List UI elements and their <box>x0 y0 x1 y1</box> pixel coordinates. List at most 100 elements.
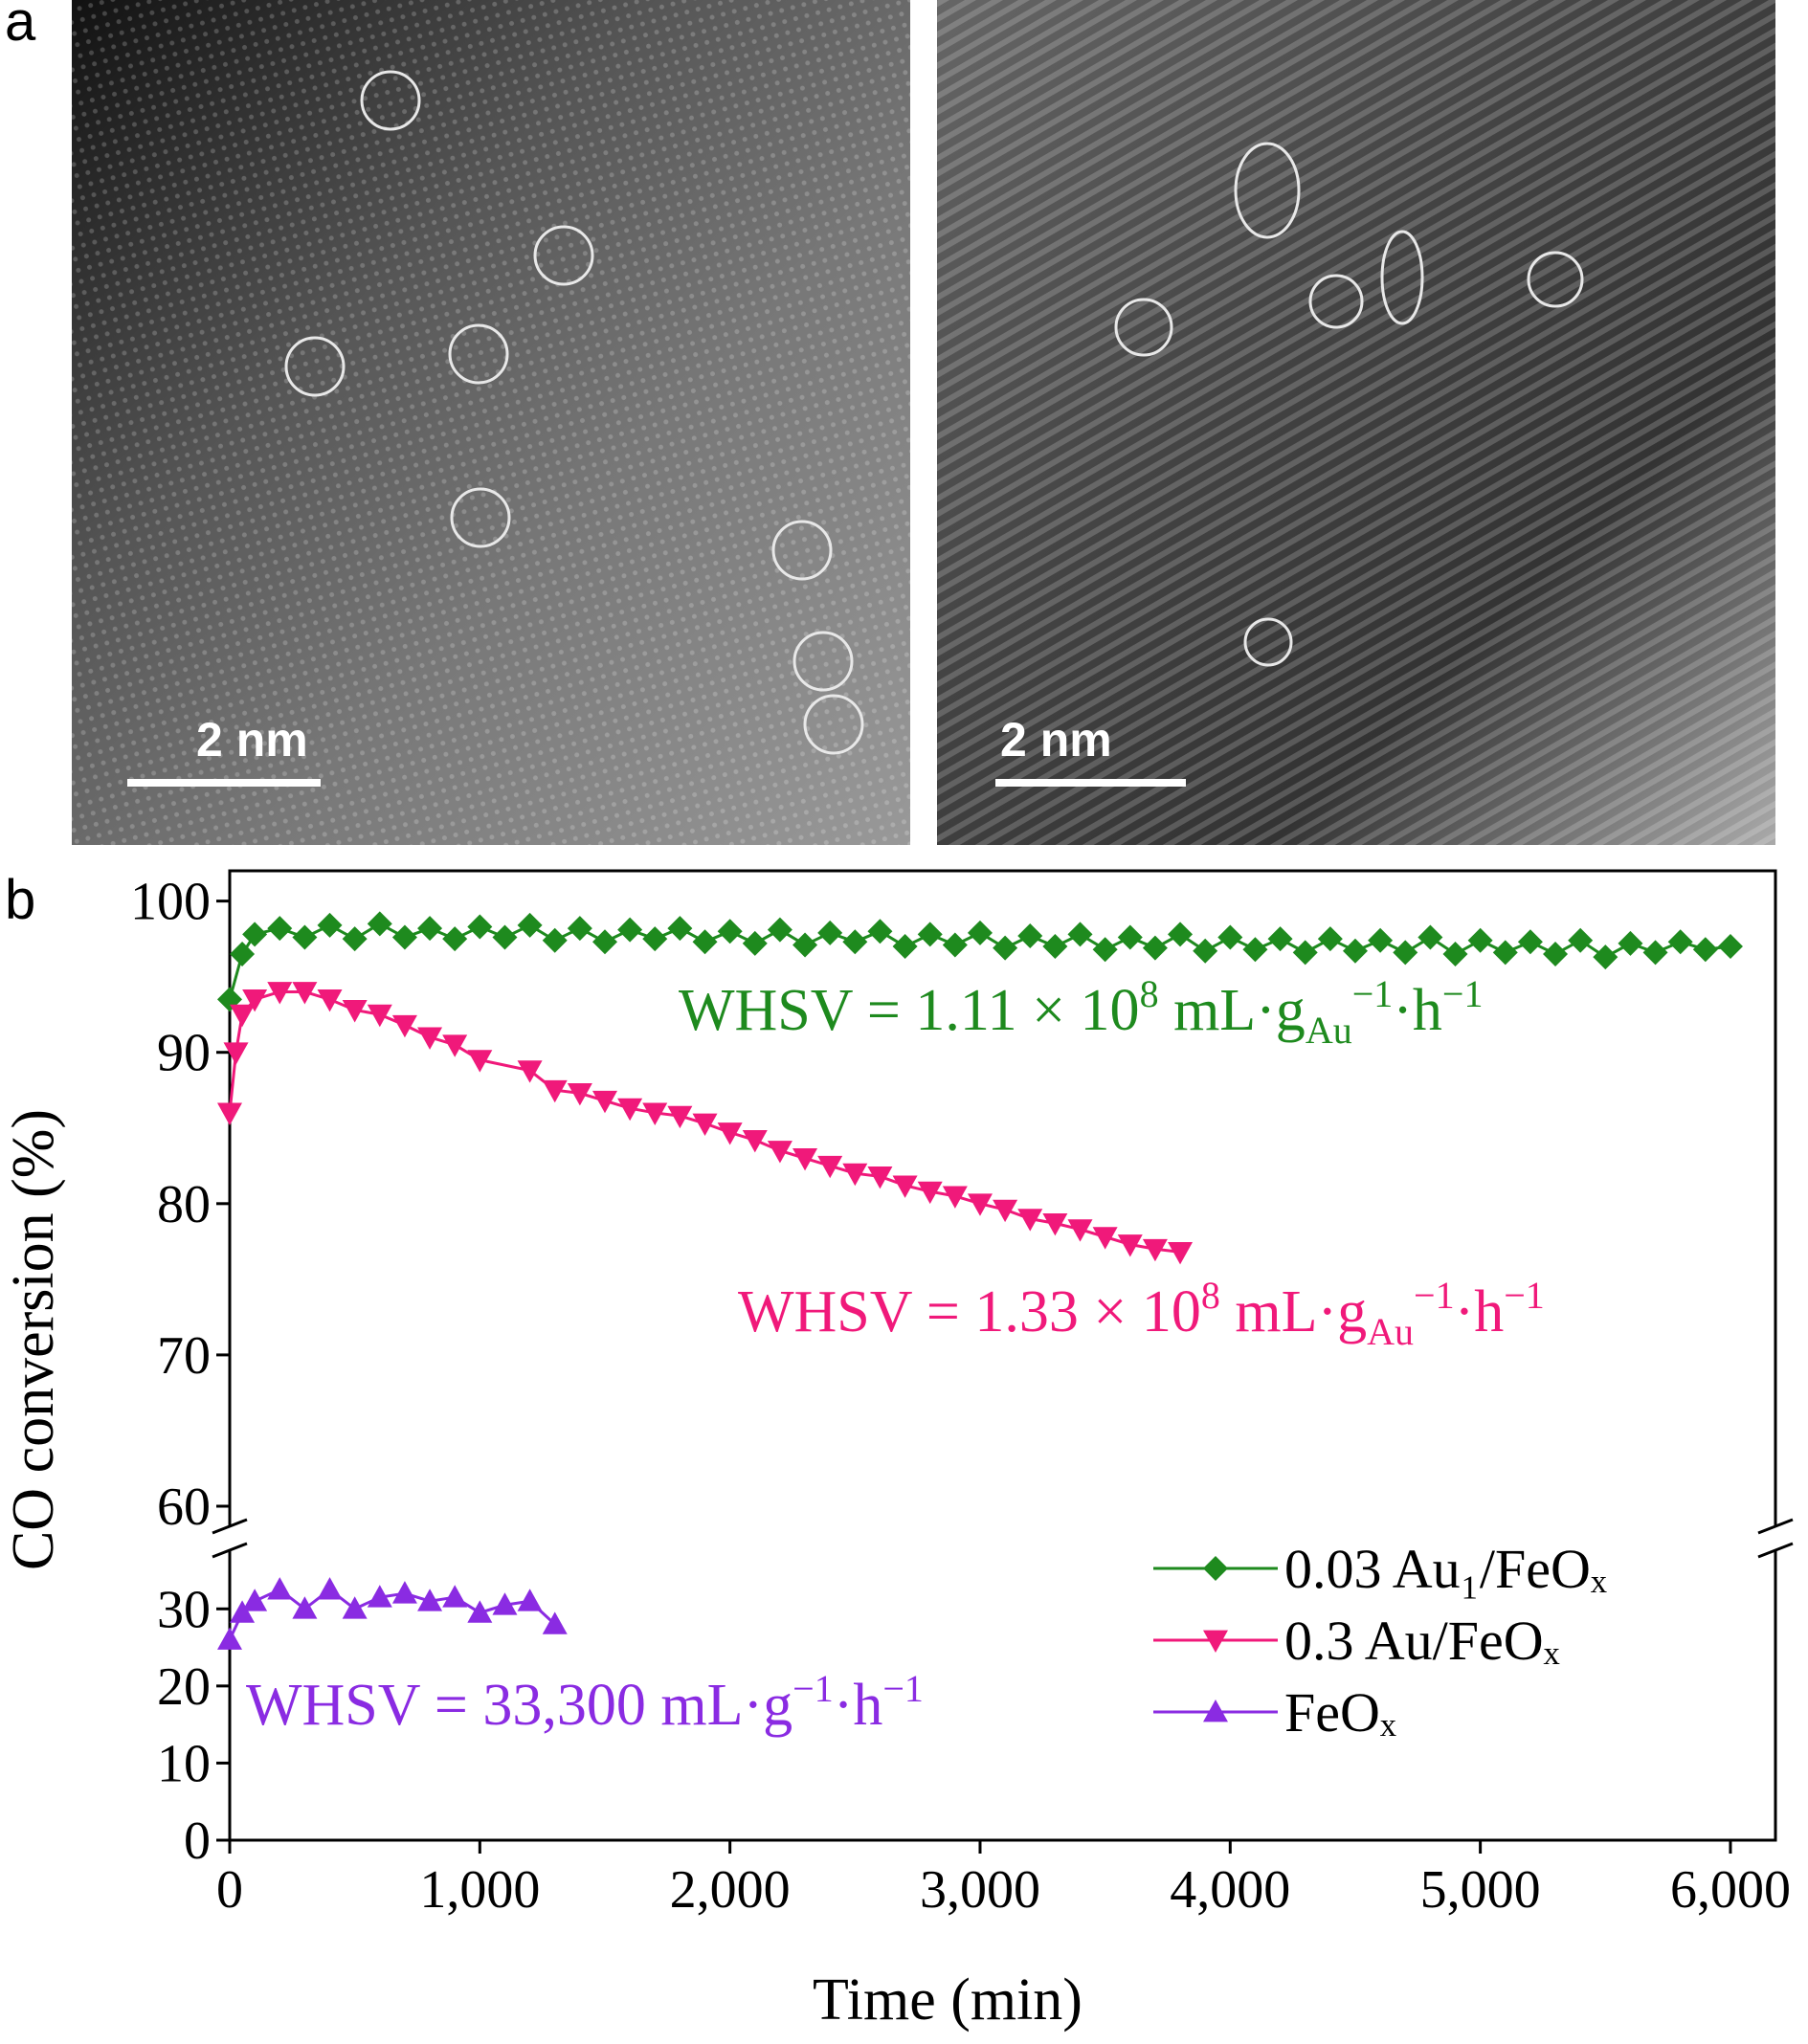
marker <box>1017 1209 1043 1232</box>
legend-label: 0.03 Au₁/FeOₓ <box>1284 1538 1607 1600</box>
marker <box>492 1592 518 1615</box>
marker <box>467 1600 493 1623</box>
annotation-part: WHSV = 1.11 × 10 <box>679 978 1140 1043</box>
marker <box>1142 1238 1168 1262</box>
marker <box>542 1079 568 1103</box>
x-tick-label: 3,000 <box>920 1860 1040 1920</box>
y-tick-label: 0 <box>184 1811 211 1871</box>
marker <box>317 912 343 938</box>
annotation: WHSV = 1.11 × 108 mL·gAu−1·h−1 <box>679 972 1483 1052</box>
marker <box>517 912 543 938</box>
marker <box>1217 924 1243 950</box>
marker <box>1042 934 1068 960</box>
marker <box>1467 927 1493 953</box>
marker <box>642 926 668 952</box>
marker <box>417 1027 443 1050</box>
marker <box>1292 940 1318 966</box>
y-tick-label: 90 <box>157 1024 211 1083</box>
annotation-part: ·h <box>1455 1279 1505 1344</box>
marker <box>892 1175 918 1198</box>
marker <box>242 922 268 947</box>
marker <box>267 1577 293 1600</box>
micrograph-left <box>72 0 910 845</box>
annotation-part: ·h <box>834 1673 883 1738</box>
annotation: WHSV = 33,300 mL·g−1·h−1 <box>246 1667 924 1738</box>
annotation-part: −1 <box>792 1667 834 1710</box>
marker <box>467 914 493 940</box>
marker <box>942 1186 968 1209</box>
x-tick-label: 0 <box>216 1860 243 1920</box>
axes-frame <box>212 869 1794 1842</box>
marker <box>767 1141 792 1164</box>
marker <box>342 1000 368 1023</box>
marker <box>1042 1212 1068 1236</box>
marker <box>993 1199 1018 1223</box>
marker <box>417 1589 443 1611</box>
panel-label: a <box>5 0 36 53</box>
marker <box>367 1585 392 1608</box>
annotation: WHSV = 1.33 × 108 mL·gAu−1·h−1 <box>738 1274 1545 1353</box>
marker <box>492 924 518 950</box>
marker <box>230 1004 256 1028</box>
x-tick-label: 1,000 <box>419 1860 540 1920</box>
marker <box>391 1581 417 1604</box>
micrograph-right <box>937 0 1775 845</box>
marker <box>1168 1242 1194 1265</box>
y-tick-label: 100 <box>130 873 211 932</box>
marker <box>1543 941 1569 966</box>
marker <box>1517 929 1543 955</box>
marker <box>967 1193 993 1216</box>
marker <box>1017 922 1043 948</box>
marker <box>442 1034 468 1057</box>
marker <box>592 1090 617 1114</box>
marker <box>367 911 392 937</box>
marker <box>542 927 568 953</box>
marker <box>1642 940 1668 966</box>
marker <box>267 916 293 942</box>
marker <box>1618 930 1643 956</box>
y-tick-label: 30 <box>157 1580 211 1639</box>
marker <box>317 989 343 1012</box>
marker <box>717 919 743 944</box>
marker <box>842 929 868 955</box>
annotation-part: mL·g <box>1220 1279 1367 1344</box>
marker <box>242 989 268 1012</box>
marker <box>223 1042 249 1065</box>
marker <box>267 982 293 1005</box>
y-tick-label: 80 <box>157 1175 211 1234</box>
x-axis-title: Time (min) <box>813 1967 1083 2033</box>
y-tick-label: 60 <box>157 1477 211 1537</box>
legend-marker <box>1203 1556 1228 1581</box>
marker <box>842 1163 868 1187</box>
annotation-part: −1 <box>882 1667 924 1710</box>
annotation-part: Au <box>1367 1310 1414 1353</box>
annotation-part: −1 <box>1442 972 1484 1015</box>
marker <box>617 917 643 943</box>
y-tick-label: 10 <box>157 1734 211 1793</box>
marker <box>742 1130 768 1153</box>
y-axis-title: CO conversion (%) <box>1 1109 66 1570</box>
marker <box>617 1098 643 1122</box>
marker <box>292 982 318 1005</box>
marker <box>1342 938 1368 964</box>
marker <box>391 1014 417 1038</box>
marker <box>1168 922 1194 947</box>
marker <box>817 920 843 945</box>
annotation-part: WHSV = 33,300 mL·g <box>246 1673 792 1738</box>
marker <box>517 1589 543 1611</box>
annotation-part: −1 <box>1504 1274 1545 1317</box>
legend-label: FeOₓ <box>1284 1681 1396 1744</box>
scale-bar-label: 2 nm <box>1000 713 1112 766</box>
marker <box>1142 935 1168 961</box>
marker <box>1117 1234 1143 1257</box>
marker <box>942 932 968 958</box>
marker <box>567 916 592 942</box>
y-tick-label: 20 <box>157 1657 211 1717</box>
series-line <box>228 989 1181 1254</box>
x-tick-label: 6,000 <box>1670 1860 1791 1920</box>
annotation-part: mL·g <box>1159 978 1306 1043</box>
marker <box>917 922 943 947</box>
marker <box>767 917 792 943</box>
